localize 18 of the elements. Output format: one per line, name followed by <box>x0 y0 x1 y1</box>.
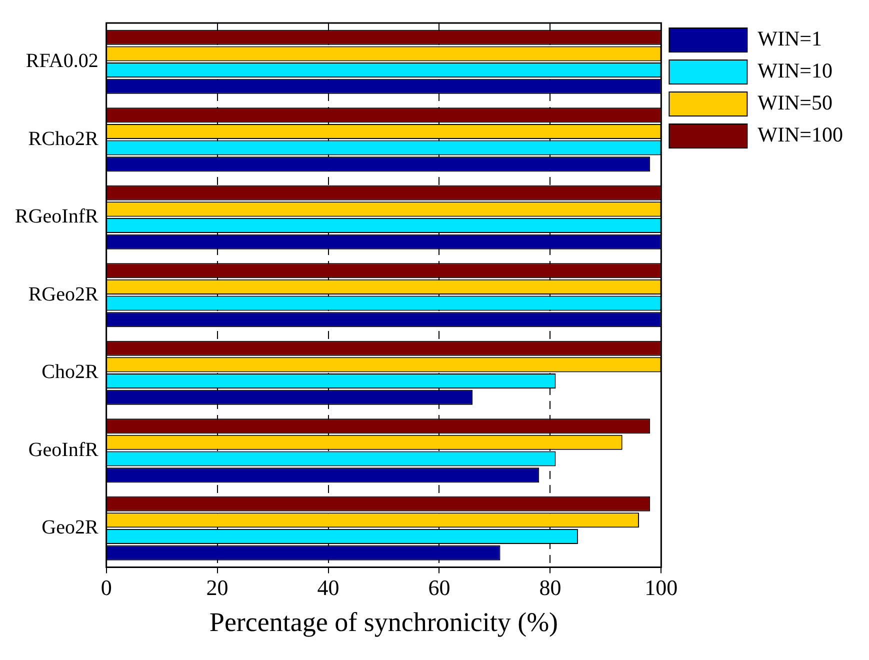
y-tick-label: Geo2R <box>42 516 99 539</box>
legend-label: WIN=1 <box>758 26 822 51</box>
y-tick-label: RGeoInfR <box>14 206 99 228</box>
legend-label: WIN=50 <box>758 90 833 115</box>
x-tick-label: 60 <box>428 575 450 600</box>
x-tick-label: 40 <box>317 575 340 600</box>
x-axis-title: Percentage of synchronicity (%) <box>209 606 558 637</box>
legend-label: WIN=10 <box>758 58 833 83</box>
y-tick-label: RGeo2R <box>28 283 99 306</box>
y-tick-label: RCho2R <box>28 128 99 150</box>
x-tick-label: 20 <box>206 575 228 600</box>
x-tick-label: 80 <box>539 575 562 600</box>
legend-label: WIN=100 <box>758 122 844 147</box>
y-tick-label: GeoInfR <box>28 438 99 461</box>
x-tick-label: 100 <box>644 575 678 600</box>
x-tick-label: 0 <box>100 575 112 600</box>
y-tick-label: RFA0.02 <box>26 50 98 72</box>
y-tick-label: Cho2R <box>42 361 99 384</box>
